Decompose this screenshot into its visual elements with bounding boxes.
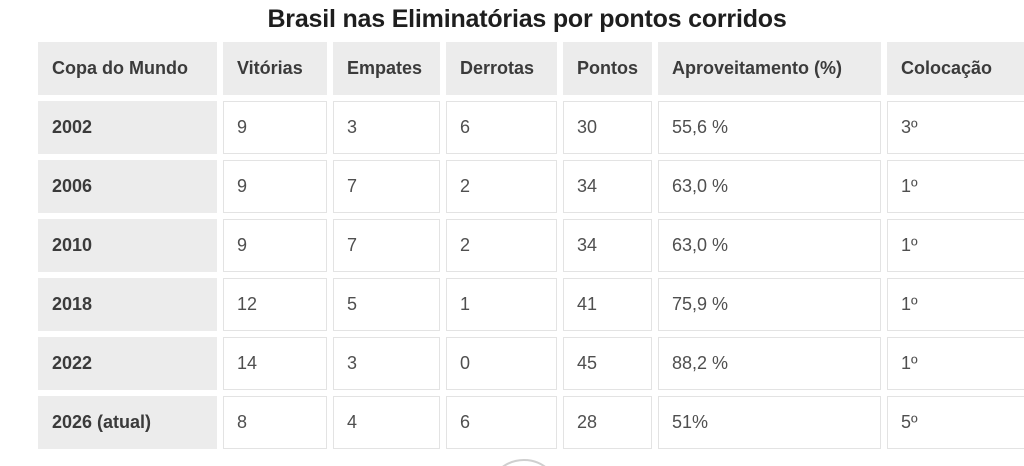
column-header: Vitórias <box>223 42 327 95</box>
page-title: Brasil nas Eliminatórias por pontos corr… <box>267 5 787 33</box>
cell: 45 <box>563 337 652 390</box>
cell: 3º <box>887 101 1024 154</box>
row-label: 2010 <box>38 219 217 272</box>
qualifiers-table: Copa do Mundo Vitórias Empates Derrotas Pont… <box>32 36 1024 455</box>
column-header: Pontos <box>563 42 652 95</box>
cell: 2 <box>446 219 557 272</box>
cell: 12 <box>223 278 327 331</box>
row-label: 2006 <box>38 160 217 213</box>
cell: 3 <box>333 337 440 390</box>
cell: 30 <box>563 101 652 154</box>
cell: 63,0 % <box>658 160 881 213</box>
cell: 6 <box>446 101 557 154</box>
table-row: 2022 14 3 0 45 88,2 % 1º <box>38 337 1024 390</box>
table-row: 2010 9 7 2 34 63,0 % 1º <box>38 219 1024 272</box>
cell: 34 <box>563 219 652 272</box>
cell: 1º <box>887 219 1024 272</box>
partial-circle-button[interactable] <box>487 459 561 466</box>
header-row: Copa do Mundo Vitórias Empates Derrotas Pont… <box>38 42 1024 95</box>
column-header: Copa do Mundo <box>38 42 217 95</box>
table-body: 2002 9 3 6 30 55,6 % 3º 2006 9 7 2 34 63,0 % 1º 2010 9 7… <box>38 101 1024 449</box>
cell: 1 <box>446 278 557 331</box>
cell: 34 <box>563 160 652 213</box>
column-header: Colocação <box>887 42 1024 95</box>
column-header: Empates <box>333 42 440 95</box>
column-header: Derrotas <box>446 42 557 95</box>
cell: 2 <box>446 160 557 213</box>
cell: 55,6 % <box>658 101 881 154</box>
cell: 8 <box>223 396 327 449</box>
table-row: 2002 9 3 6 30 55,6 % 3º <box>38 101 1024 154</box>
row-label: 2022 <box>38 337 217 390</box>
cell: 14 <box>223 337 327 390</box>
cell: 51% <box>658 396 881 449</box>
cell: 28 <box>563 396 652 449</box>
cell: 88,2 % <box>658 337 881 390</box>
cell: 6 <box>446 396 557 449</box>
cell: 3 <box>333 101 440 154</box>
cell: 1º <box>887 278 1024 331</box>
row-label: 2018 <box>38 278 217 331</box>
table-row: 2018 12 5 1 41 75,9 % 1º <box>38 278 1024 331</box>
cell: 9 <box>223 219 327 272</box>
cell: 41 <box>563 278 652 331</box>
cell: 1º <box>887 160 1024 213</box>
table-row: 2006 9 7 2 34 63,0 % 1º <box>38 160 1024 213</box>
cell: 75,9 % <box>658 278 881 331</box>
table-row: 2026 (atual) 8 4 6 28 51% 5º <box>38 396 1024 449</box>
cell: 5º <box>887 396 1024 449</box>
cell: 5 <box>333 278 440 331</box>
cell: 0 <box>446 337 557 390</box>
row-label: 2002 <box>38 101 217 154</box>
column-header: Aproveitamento (%) <box>658 42 881 95</box>
cell: 7 <box>333 160 440 213</box>
cell: 1º <box>887 337 1024 390</box>
cell: 9 <box>223 160 327 213</box>
row-label: 2026 (atual) <box>38 396 217 449</box>
cell: 7 <box>333 219 440 272</box>
cell: 4 <box>333 396 440 449</box>
cell: 63,0 % <box>658 219 881 272</box>
cell: 9 <box>223 101 327 154</box>
